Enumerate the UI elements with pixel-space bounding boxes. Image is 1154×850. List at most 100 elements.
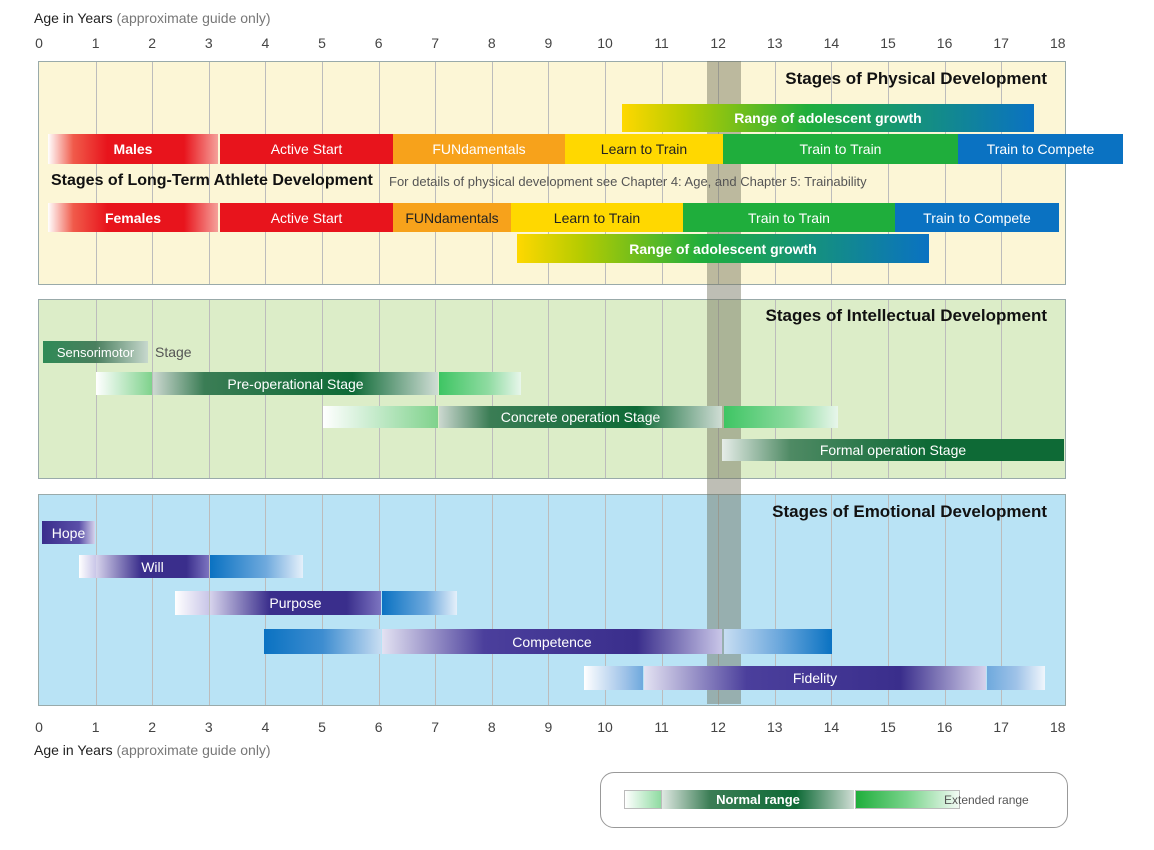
top-axis-tick-3: 3 <box>204 35 213 51</box>
sensorimotor-suffix: Stage <box>155 344 192 360</box>
gridline-1-9 <box>548 300 550 478</box>
fidelity-ext-right <box>987 666 1045 690</box>
hope-bar: Hope <box>42 521 95 544</box>
gridline-2-2 <box>152 495 154 705</box>
bottom-axis-tick-4: 4 <box>261 719 270 735</box>
bottom-axis-tick-9: 9 <box>544 719 553 735</box>
bottom-axis-tick-10: 10 <box>597 719 613 735</box>
bottom-axis-tick-3: 3 <box>204 719 213 735</box>
gridline-0-9 <box>548 62 550 284</box>
females-train-to-train: Train to Train <box>683 203 895 232</box>
females-active-start: Active Start <box>220 203 393 232</box>
females-fundamentals: FUNdamentals <box>393 203 511 232</box>
legend <box>600 772 1068 828</box>
females-learn-to-train: Learn to Train <box>511 203 683 232</box>
purpose-ext-left <box>175 591 209 615</box>
gridline-0-12 <box>718 62 720 284</box>
gridline-2-15 <box>888 495 889 705</box>
gridline-0-15 <box>888 62 889 284</box>
axis-title-main: Age in Years <box>34 10 113 26</box>
males-active-start: Active Start <box>220 134 393 164</box>
legend-normal-range: Normal range <box>662 790 854 809</box>
purpose-ext-right <box>382 591 457 615</box>
bottom-axis-tick-15: 15 <box>880 719 896 735</box>
legend-ext-left-swatch <box>624 790 662 809</box>
competence-ext-right <box>724 629 832 654</box>
gridline-0-17 <box>1001 62 1003 284</box>
physical-title: Stages of Physical Development <box>785 69 1047 88</box>
gridline-1-2 <box>152 300 154 478</box>
gridline-0-11 <box>661 62 663 284</box>
top-axis-tick-12: 12 <box>710 35 726 51</box>
gridline-1-10 <box>605 300 606 478</box>
ltad-note: For details of physical development see … <box>389 174 867 189</box>
top-axis-title: Age in Years (approximate guide only) <box>34 10 271 26</box>
gridline-0-6 <box>378 62 380 284</box>
fidelity-bar: Fidelity <box>644 666 986 690</box>
gridline-1-17 <box>1001 300 1003 478</box>
females-train-to-compete: Train to Compete <box>895 203 1059 232</box>
will-ext-left <box>79 555 96 578</box>
gridline-2-3 <box>208 495 210 705</box>
top-axis-tick-9: 9 <box>544 35 553 51</box>
gridline-2-12 <box>718 495 720 705</box>
gridline-0-2 <box>152 62 154 284</box>
gridline-1-16 <box>944 300 946 478</box>
fidelity-ext-left <box>584 666 643 690</box>
legend-extended-swatch <box>855 790 960 809</box>
legend-extended-range: Extended range <box>944 793 1029 807</box>
competence-bar: Competence <box>382 629 722 654</box>
preoperational-ext-right <box>439 372 521 395</box>
bottom-axis-tick-17: 17 <box>993 719 1009 735</box>
gridline-2-1 <box>95 495 97 705</box>
concrete-ext-left <box>323 406 438 428</box>
bottom-axis-tick-12: 12 <box>710 719 726 735</box>
bottom-axis-tick-8: 8 <box>487 719 496 735</box>
top-axis-tick-4: 4 <box>261 35 270 51</box>
bottom-axis-tick-1: 1 <box>91 719 100 735</box>
preoperational-ext-left <box>96 372 152 395</box>
gridline-1-11 <box>661 300 663 478</box>
top-axis-tick-15: 15 <box>880 35 896 51</box>
bottom-axis-tick-14: 14 <box>823 719 840 735</box>
gridline-0-13 <box>774 62 776 284</box>
intellectual-title: Stages of Intellectual Development <box>765 306 1047 325</box>
top-axis-tick-6: 6 <box>374 35 383 51</box>
top-axis-tick-7: 7 <box>431 35 440 51</box>
top-axis-tick-13: 13 <box>767 35 783 51</box>
gridline-0-10 <box>605 62 606 284</box>
top-axis-tick-10: 10 <box>597 35 613 51</box>
bottom-axis-title: Age in Years (approximate guide only) <box>34 742 271 758</box>
bottom-axis-tick-13: 13 <box>767 719 783 735</box>
gridline-2-11 <box>661 495 663 705</box>
preoperational-bar: Pre-operational Stage <box>153 372 438 395</box>
gridline-0-5 <box>322 62 323 284</box>
males-learn-to-train: Learn to Train <box>565 134 723 164</box>
bottom-axis-tick-5: 5 <box>318 719 326 735</box>
gridline-2-9 <box>548 495 550 705</box>
gridline-0-1 <box>95 62 97 284</box>
top-axis-tick-14: 14 <box>823 35 840 51</box>
gridline-0-7 <box>435 62 437 284</box>
axis-title-note-bottom: (approximate guide only) <box>116 742 271 758</box>
gridline-2-10 <box>605 495 606 705</box>
females-label: Females <box>48 203 218 232</box>
top-axis-tick-11: 11 <box>654 35 669 51</box>
axis-title-main-bottom: Age in Years <box>34 742 113 758</box>
top-axis-tick-0: 0 <box>35 35 43 51</box>
age-12-band <box>707 61 741 704</box>
males-label: Males <box>48 134 218 164</box>
gridline-0-3 <box>208 62 210 284</box>
formal-bar: Formal operation Stage <box>722 439 1064 461</box>
gridline-0-14 <box>831 62 833 284</box>
top-axis-tick-18: 18 <box>1050 35 1066 51</box>
bottom-axis-tick-2: 2 <box>148 719 157 735</box>
gridline-1-13 <box>774 300 776 478</box>
bottom-axis-tick-16: 16 <box>936 719 953 735</box>
emotional-title: Stages of Emotional Development <box>772 502 1047 521</box>
gridline-0-8 <box>491 62 493 284</box>
males-fundamentals: FUNdamentals <box>393 134 565 164</box>
gridline-1-15 <box>888 300 889 478</box>
gridline-2-13 <box>774 495 776 705</box>
bottom-axis-tick-0: 0 <box>35 719 43 735</box>
